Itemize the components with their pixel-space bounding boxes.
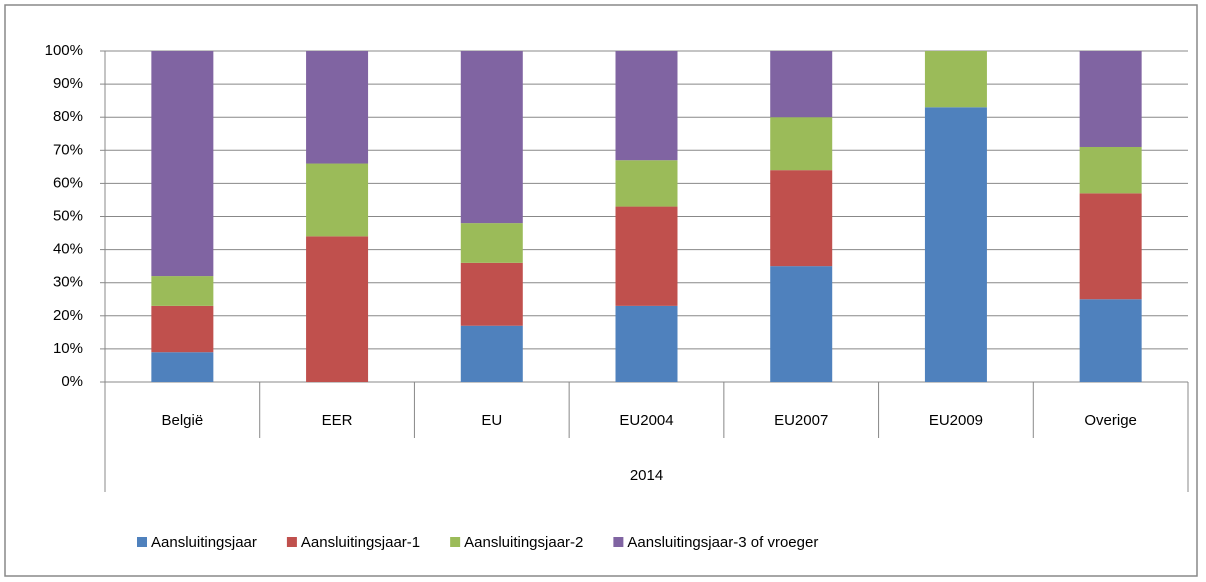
y-tick-label: 10% [53,340,83,357]
y-tick-label: 90% [53,75,83,92]
bar-segment [460,262,523,326]
bar-segment [924,51,987,108]
bar-segment [615,160,678,207]
bar-segment [1079,193,1142,300]
bar-segment [770,170,833,267]
bar-segment [1079,51,1142,147]
bar-segment [1079,299,1142,382]
legend-label: Aansluitingsjaar-3 of vroeger [627,534,818,551]
bar-segment [306,163,369,237]
bar-segment [615,51,678,161]
x-tick-label: EER [322,412,353,429]
bar-segment [306,236,369,382]
bar-segment [460,51,523,224]
y-tick-label: 20% [53,307,83,324]
bar-segment [615,206,678,306]
y-tick-label: 60% [53,174,83,191]
y-tick-label: 40% [53,241,83,258]
legend-label: Aansluitingsjaar-1 [301,534,420,551]
y-tick-label: 50% [53,207,83,224]
bar-segment [151,51,214,277]
legend-swatch [137,537,147,547]
y-tick-label: 0% [61,373,83,390]
x-tick-label: EU2009 [929,412,983,429]
legend-swatch [286,537,297,547]
bar-segment [770,117,833,171]
legend-swatch [613,537,624,547]
x-tick-label: EU [481,412,502,429]
bar-segment [1079,146,1142,194]
y-tick-label: 30% [53,274,83,291]
legend-label: Aansluitingsjaar-2 [464,534,583,551]
y-tick-label: 100% [45,42,83,59]
bar-segment [151,352,214,382]
x-tick-label: EU2004 [619,412,673,429]
x-tick-label: Overige [1084,412,1137,429]
legend-label: Aansluitingsjaar [151,534,257,551]
x-group-label: 2014 [630,467,663,484]
y-tick-label: 80% [53,108,83,125]
x-tick-label: België [162,412,204,429]
x-tick-label: EU2007 [774,412,828,429]
bar-segment [770,266,833,382]
bar-segment [460,325,523,382]
bar-segment [460,223,523,263]
legend-swatch [450,537,461,547]
bar-segment [151,276,214,306]
y-tick-label: 70% [53,141,83,158]
bar-segment [770,51,833,118]
bar-segment [306,51,369,164]
bar-segment [924,107,987,383]
bar-segment [615,305,678,382]
bar-segment [151,305,214,353]
